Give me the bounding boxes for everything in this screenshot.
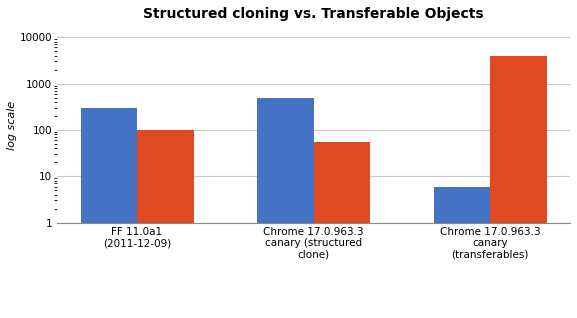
- Bar: [81, 108, 137, 318]
- Bar: [314, 142, 370, 318]
- Bar: [257, 98, 314, 318]
- Bar: [434, 187, 490, 318]
- Bar: [490, 56, 547, 318]
- Bar: [137, 130, 193, 318]
- Y-axis label: log scale: log scale: [7, 101, 17, 150]
- Title: Structured cloning vs. Transferable Objects: Structured cloning vs. Transferable Obje…: [143, 7, 484, 21]
